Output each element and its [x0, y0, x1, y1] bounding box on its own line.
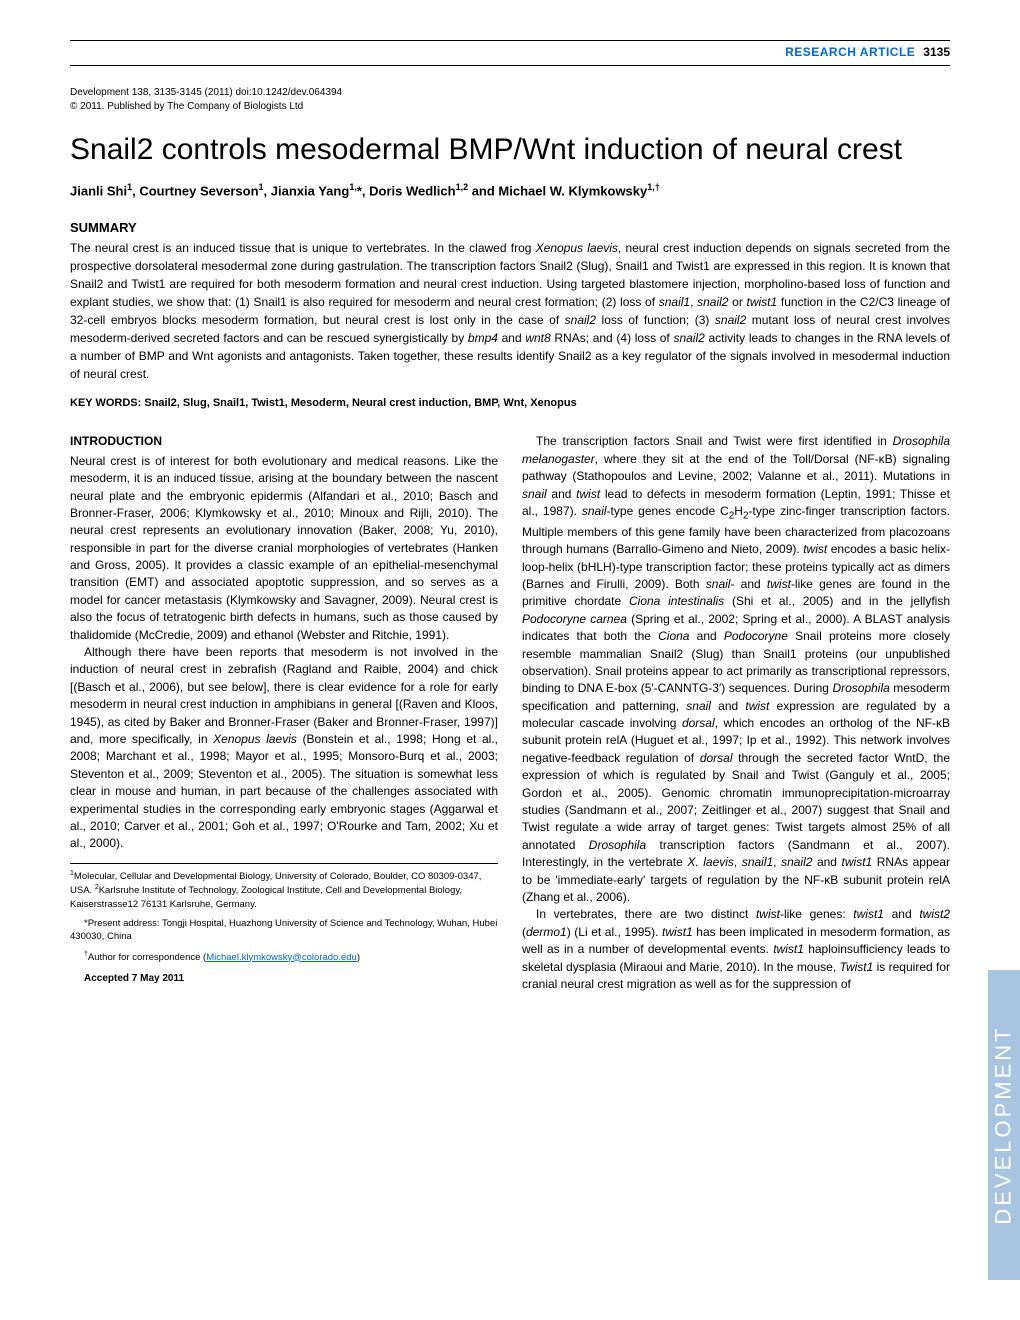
intro-para-4: In vertebrates, there are two distinct t…: [522, 906, 950, 993]
intro-para-3: The transcription factors Snail and Twis…: [522, 433, 950, 906]
journal-tab: DEVELOPMENT: [988, 970, 1020, 1280]
journal-tab-text: DEVELOPMENT: [991, 1025, 1017, 1224]
keywords: KEY WORDS: Snail2, Slug, Snail1, Twist1,…: [70, 397, 950, 409]
introduction-heading: INTRODUCTION: [70, 433, 498, 450]
authors: Jianli Shi1, Courtney Severson1, Jianxia…: [70, 182, 950, 198]
summary-text: The neural crest is an induced tissue th…: [70, 239, 950, 383]
summary-heading: SUMMARY: [70, 220, 950, 235]
intro-para-1: Neural crest is of interest for both evo…: [70, 453, 498, 644]
left-column: INTRODUCTION Neural crest is of interest…: [70, 433, 498, 993]
citation-line: Development 138, 3135-3145 (2011) doi:10…: [70, 86, 950, 100]
right-column: The transcription factors Snail and Twis…: [522, 433, 950, 993]
citation-block: Development 138, 3135-3145 (2011) doi:10…: [70, 86, 950, 114]
present-address: *Present address: Tongji Hospital, Huazh…: [70, 917, 498, 944]
page-header: RESEARCH ARTICLE 3135: [70, 45, 950, 59]
accepted-date: Accepted 7 May 2011: [70, 972, 498, 986]
correspondence: †Author for correspondence (Michael.klym…: [70, 950, 498, 964]
copyright-line: © 2011. Published by The Company of Biol…: [70, 100, 950, 114]
intro-para-2: Although there have been reports that me…: [70, 644, 498, 853]
footnotes: 1Molecular, Cellular and Developmental B…: [70, 869, 498, 986]
article-title: Snail2 controls mesodermal BMP/Wnt induc…: [70, 132, 950, 168]
affiliations: 1Molecular, Cellular and Developmental B…: [70, 869, 498, 911]
article-type: RESEARCH ARTICLE: [785, 45, 915, 59]
page-number: 3135: [923, 45, 950, 59]
